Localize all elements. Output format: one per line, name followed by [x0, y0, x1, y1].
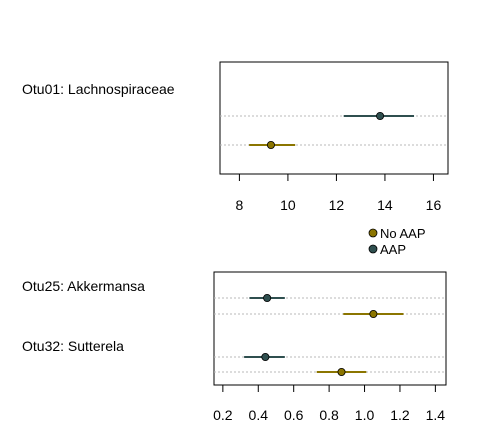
point-estimate-aap: [263, 293, 272, 302]
point-estimate-no_aap: [337, 367, 346, 376]
x-tick-label: 1.0: [355, 407, 375, 423]
legend: No AAP AAP: [368, 226, 426, 257]
x-tick-label: 0.6: [284, 407, 304, 423]
panel-bottom-x-axis: 0.2 0.4 0.6 0.8 1.0 1.2 1.4: [213, 384, 446, 423]
panel-bottom-frame: [213, 271, 447, 386]
legend-marker-no-aap: [368, 228, 378, 238]
panel-top-x-axis: 8 10 12 14 16: [236, 173, 442, 213]
panel-top-frame: [219, 61, 449, 175]
x-tick-label: 16: [426, 197, 442, 213]
panel-top: Otu01: Lachnospiraceae 8 10 12 14 16: [22, 61, 449, 213]
category-label-otu32: Otu32: Sutterela: [22, 338, 124, 354]
panel-bottom: Otu25: Akkermansa Otu32: Sutterela 0.2 0.…: [22, 271, 447, 423]
x-tick-label: 1.2: [390, 407, 410, 423]
point-estimate-no_aap: [369, 309, 378, 318]
x-tick-label: 8: [236, 197, 244, 213]
legend-label-aap: AAP: [380, 242, 406, 257]
x-tick-label: 0.4: [249, 407, 269, 423]
legend-marker-aap: [368, 244, 378, 254]
x-tick-label: 0.2: [213, 407, 233, 423]
x-tick-label: 10: [280, 197, 296, 213]
point-estimate-aap: [261, 352, 270, 361]
point-estimate-aap: [376, 112, 385, 121]
x-tick-label: 14: [377, 197, 393, 213]
category-label-otu25: Otu25: Akkermansa: [22, 278, 145, 294]
panel-bottom-marks: [244, 293, 404, 376]
x-tick-label: 1.4: [426, 407, 446, 423]
panel-top-marks: [249, 112, 415, 149]
panel-bottom-gridlines: [214, 297, 446, 373]
point-estimate-no_aap: [266, 140, 275, 149]
category-label-otu01: Otu01: Lachnospiraceae: [22, 81, 175, 97]
legend-label-no-aap: No AAP: [380, 226, 426, 241]
x-tick-label: 0.8: [319, 407, 339, 423]
panel-top-gridlines: [220, 115, 448, 146]
x-tick-label: 12: [329, 197, 345, 213]
